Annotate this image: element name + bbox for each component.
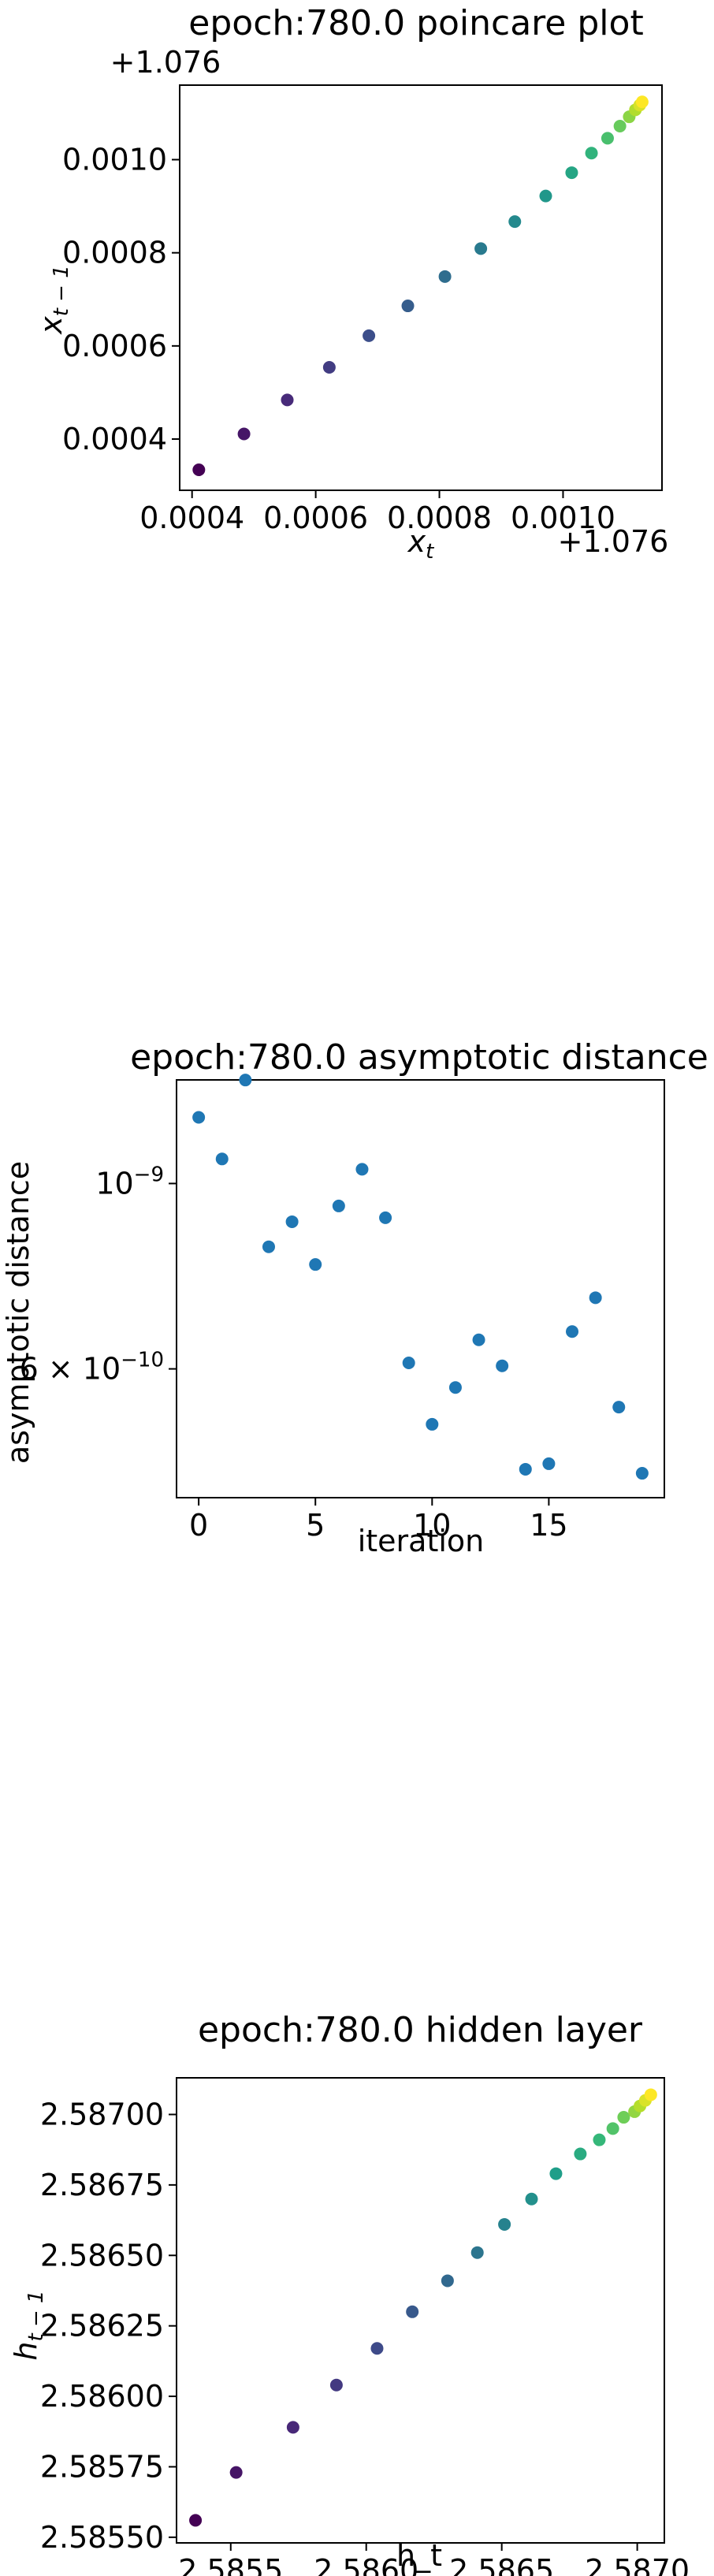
data-point [593, 2133, 606, 2146]
data-point [262, 1240, 275, 1253]
chart-title: epoch:780.0 asymptotic distance [130, 1037, 708, 1078]
x-tick-label: 5 [306, 1508, 325, 1543]
y-tick-label: 2.58575 [40, 2449, 164, 2484]
data-point [617, 2111, 630, 2124]
data-point [406, 2305, 419, 2318]
data-point [496, 1359, 509, 1372]
data-point [635, 1467, 649, 1480]
data-point [525, 2192, 538, 2206]
y-tick-label: 2.58675 [40, 2168, 164, 2202]
data-point [329, 2378, 343, 2392]
chart-asymptotic-distance: epoch:780.0 asymptotic distance iteratio… [1, 1037, 708, 1558]
data-point [332, 1199, 345, 1212]
data-point [566, 1325, 579, 1338]
chart-hidden-layer: epoch:780.0 hidden layer h_t ht − 1 2.58… [9, 2010, 690, 2576]
data-point [470, 2246, 484, 2259]
data-point [438, 270, 452, 283]
data-point [281, 393, 294, 407]
data-point [613, 119, 627, 132]
data-point [285, 1215, 299, 1228]
x-tick-label: 15 [530, 1508, 567, 1543]
data-point [402, 1356, 415, 1369]
y-tick-label: 0.0006 [62, 329, 167, 363]
data-point [379, 1211, 392, 1224]
data-point [215, 1152, 229, 1166]
data-point [363, 329, 376, 342]
data-point [448, 1381, 462, 1394]
y-tick-label: 2.58700 [40, 2097, 164, 2131]
x-tick-label: 0.0006 [263, 501, 368, 535]
data-point [309, 1258, 322, 1271]
data-point [192, 1111, 206, 1124]
chart-title: epoch:780.0 hidden layer [198, 2010, 643, 2050]
data-point [589, 1291, 602, 1305]
data-point [612, 1401, 626, 1414]
data-point [542, 1457, 556, 1470]
y-tick-label: 2.58625 [40, 2309, 164, 2343]
y-tick-label: 10−9 [95, 1163, 164, 1201]
data-point [192, 463, 206, 477]
data-point [229, 2466, 243, 2479]
data-point [237, 427, 251, 441]
y-axis-label: xt − 1 [34, 265, 73, 335]
data-point [355, 1163, 369, 1176]
data-point [635, 95, 649, 109]
x-tick-label: 2.5865 [449, 2553, 554, 2576]
data-point [370, 2342, 384, 2355]
data-point [426, 1417, 439, 1431]
data-point [401, 300, 415, 313]
plot-area: 0.0004 0.0006 0.0008 0.0010 0.0004 0.0006 0.00… [62, 84, 663, 535]
data-point [601, 132, 614, 145]
y-tick-label: 2.58550 [40, 2520, 164, 2555]
y-tick-label: 6 × 10−10 [20, 1349, 164, 1387]
chart-poincare: epoch:780.0 poincare plot +1.076 +1.076 … [34, 3, 668, 564]
y-offset-text: +1.076 [110, 45, 221, 80]
plot-frame [176, 2077, 665, 2544]
x-offset-text: +1.076 [558, 524, 669, 559]
y-tick-label: 0.0004 [62, 422, 167, 456]
x-tick-label: 2.5870 [585, 2553, 690, 2576]
data-point [519, 1462, 532, 1476]
data-point [644, 2088, 657, 2101]
data-point [574, 2147, 587, 2161]
plot-frame [176, 1079, 665, 1498]
data-point [286, 2421, 299, 2434]
data-point [474, 242, 488, 255]
x-axis-label: h_t [396, 2538, 442, 2573]
data-point [441, 2274, 454, 2288]
data-point [498, 2217, 511, 2231]
x-tick-label: 0.0004 [139, 501, 244, 535]
data-point [322, 361, 336, 374]
x-axis-label: iteration [358, 1524, 485, 1558]
x-tick-label: 10 [413, 1508, 451, 1543]
x-tick-label: 0.0008 [387, 501, 492, 535]
y-tick-label: 0.0008 [62, 236, 167, 270]
y-tick-label: 2.58600 [40, 2379, 164, 2414]
plot-area: 0 5 10 15 10−9 6 × 10−10 [20, 1074, 665, 1543]
y-tick-label: 0.0010 [62, 143, 167, 177]
data-point [585, 147, 598, 160]
y-tick-label: 2.58650 [40, 2238, 164, 2273]
data-point [508, 215, 522, 229]
x-tick-label: 0 [189, 1508, 208, 1543]
plot-frame [179, 84, 663, 491]
x-tick-label: 2.5860 [314, 2553, 418, 2576]
y-axis-label: asymptotic distance [1, 1161, 35, 1464]
x-tick-label: 2.5855 [178, 2553, 283, 2576]
data-point [539, 189, 552, 203]
data-point [472, 1333, 485, 1346]
data-point [239, 1074, 252, 1087]
data-point [189, 2514, 203, 2527]
data-point [549, 2167, 563, 2180]
chart-title: epoch:780.0 poincare plot [188, 3, 643, 43]
data-point [606, 2122, 619, 2135]
x-tick-label: 0.0010 [511, 501, 615, 535]
plot-area: 2.5855 2.5860 2.5865 2.5870 2.58550 2.58575 2.… [40, 2077, 690, 2576]
data-point [565, 166, 578, 180]
